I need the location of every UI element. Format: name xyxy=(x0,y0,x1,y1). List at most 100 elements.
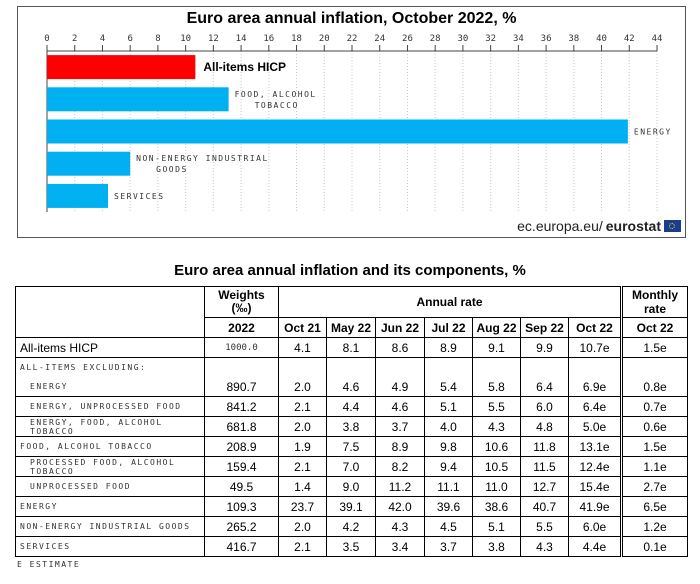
rate-cell: 2.1 xyxy=(278,396,327,417)
x-tick-label: 0 xyxy=(44,34,49,44)
rate-cell: 1.4 xyxy=(278,476,327,497)
rate-cell: 3.4 xyxy=(375,536,425,557)
monthly-cell: 0.6e xyxy=(622,416,688,437)
bar xyxy=(47,87,229,112)
monthly-row: 0.6e xyxy=(622,416,688,437)
rate-cell: 5.0e xyxy=(568,416,621,437)
monthly-row: 0.1e xyxy=(622,536,688,557)
chart-panel: Euro area annual inflation, October 2022… xyxy=(17,6,686,238)
table-row: PROCESSED FOOD, ALCOHOL TOBACCO 159.4 2.1 7… xyxy=(15,456,621,477)
monthly-cell: 6.5e xyxy=(622,496,688,517)
table-row: ENERGY, UNPROCESSED FOOD 841.2 2.1 4.4 4.6 5.… xyxy=(15,396,621,417)
rate-cell xyxy=(326,357,376,377)
row-label: PROCESSED FOOD, ALCOHOL TOBACCO xyxy=(15,456,205,477)
rate-cell: 5.5 xyxy=(520,516,569,537)
monthly-month-header: Oct 22 xyxy=(622,317,688,338)
rate-cell: 39.1 xyxy=(326,496,376,517)
x-tick-label: 28 xyxy=(430,34,441,44)
source-credit: ec.europa.eu/eurostat xyxy=(517,218,681,234)
rate-cell: 23.7 xyxy=(278,496,327,517)
bar-label: FOOD, ALCOHOL TOBACCO xyxy=(235,90,317,110)
rate-cell: 8.2 xyxy=(375,456,425,477)
source-brand: eurostat xyxy=(605,218,661,234)
rate-cell xyxy=(375,357,425,377)
weights-year: 2022 xyxy=(204,317,279,338)
rate-cell xyxy=(278,357,327,377)
row-label: ENERGY xyxy=(15,496,205,517)
source-prefix: ec.europa.eu/ xyxy=(517,218,603,234)
rate-cell: 12.4e xyxy=(568,456,621,477)
rate-cell: 39.6 xyxy=(424,496,473,517)
footnote: E ESTIMATE xyxy=(17,560,81,569)
x-tick-label: 10 xyxy=(180,34,191,44)
chart-title: Euro area annual inflation, October 2022… xyxy=(186,10,517,27)
bar xyxy=(47,151,131,176)
monthly-row: 1.1e xyxy=(622,456,688,477)
table-row: ENERGY 890.7 2.0 4.6 4.9 5.4 5.8 6.4 6.9e xyxy=(15,377,621,397)
table-row: UNPROCESSED FOOD 49.5 1.4 9.0 11.2 11.1 11.0 12… xyxy=(15,476,621,497)
x-tick-label: 16 xyxy=(263,34,274,44)
month-header: Sep 22 xyxy=(520,317,569,338)
monthly-cell: 0.1e xyxy=(622,536,688,557)
monthly-cell: 1.2e xyxy=(622,516,688,537)
rate-cell: 4.3 xyxy=(375,516,425,537)
weight-cell xyxy=(204,357,279,377)
monthly-cell: 0.8e xyxy=(622,377,688,397)
weights-unit: (‰) xyxy=(231,301,252,315)
row-label: ENERGY, UNPROCESSED FOOD xyxy=(15,396,205,417)
monthly-row: 1.5e xyxy=(622,436,688,457)
monthly-row: 1.2e xyxy=(622,516,688,537)
rate-cell: 4.4e xyxy=(568,536,621,557)
rate-cell: 3.7 xyxy=(375,416,425,437)
rate-cell: 2.0 xyxy=(278,377,327,397)
rate-cell: 9.8 xyxy=(424,436,473,457)
rate-cell: 4.5 xyxy=(424,516,473,537)
bar xyxy=(47,183,108,208)
rate-cell: 10.7e xyxy=(568,337,621,358)
row-label: ENERGY, FOOD, ALCOHOL TOBACCO xyxy=(15,416,205,437)
rate-cell: 12.7 xyxy=(520,476,569,497)
x-tick-label: 12 xyxy=(208,34,219,44)
x-tick-label: 20 xyxy=(319,34,330,44)
x-tick-label: 40 xyxy=(596,34,607,44)
x-tick-label: 2 xyxy=(72,34,77,44)
monthly-row: 1.5e xyxy=(622,337,688,358)
x-tick-label: 6 xyxy=(127,34,132,44)
rate-cell: 6.4e xyxy=(568,396,621,417)
monthly-table: Monthly rate Oct 22 1.5e 0.8e 0.7e 0.6e 1.5e… xyxy=(622,286,688,557)
rate-cell: 3.5 xyxy=(326,536,376,557)
row-label: ALL-ITEMS EXCLUDING: xyxy=(15,357,205,377)
x-tick-label: 34 xyxy=(513,34,524,44)
x-tick-label: 36 xyxy=(541,34,552,44)
rate-cell: 42.0 xyxy=(375,496,425,517)
rate-cell: 2.1 xyxy=(278,536,327,557)
monthly-row xyxy=(622,357,688,377)
weight-cell: 841.2 xyxy=(204,396,279,417)
table-row: FOOD, ALCOHOL TOBACCO 208.9 1.9 7.5 8.9 9.8 10… xyxy=(15,436,621,457)
rate-cell: 4.8 xyxy=(520,416,569,437)
x-tick-label: 42 xyxy=(624,34,635,44)
rate-cell: 11.2 xyxy=(375,476,425,497)
month-header: May 22 xyxy=(326,317,376,338)
components-table: Weights (‰) Annual rate 2022 Oct 21 May 22… xyxy=(15,286,621,557)
rate-cell: 4.4 xyxy=(326,396,376,417)
table-title: Euro area annual inflation and its compo… xyxy=(174,262,526,279)
rate-cell: 3.7 xyxy=(424,536,473,557)
table-row: ENERGY 109.3 23.7 39.1 42.0 39.6 38.6 40.7 41.9e xyxy=(15,496,621,517)
rate-cell: 5.1 xyxy=(472,516,521,537)
rate-cell: 11.0 xyxy=(472,476,521,497)
rate-cell: 4.3 xyxy=(472,416,521,437)
bar xyxy=(47,55,196,80)
monthly-cell: 1.5e xyxy=(622,436,688,457)
weight-cell: 265.2 xyxy=(204,516,279,537)
monthly-cell: 1.1e xyxy=(622,456,688,477)
weight-cell: 159.4 xyxy=(204,456,279,477)
rate-cell: 2.0 xyxy=(278,516,327,537)
rate-cell: 9.9 xyxy=(520,337,569,358)
rate-cell: 8.1 xyxy=(326,337,376,358)
rate-cell: 1.9 xyxy=(278,436,327,457)
rate-cell: 5.1 xyxy=(424,396,473,417)
monthly-cell: 1.5e xyxy=(622,337,688,358)
label-header xyxy=(15,286,205,338)
rate-cell: 11.5 xyxy=(520,456,569,477)
